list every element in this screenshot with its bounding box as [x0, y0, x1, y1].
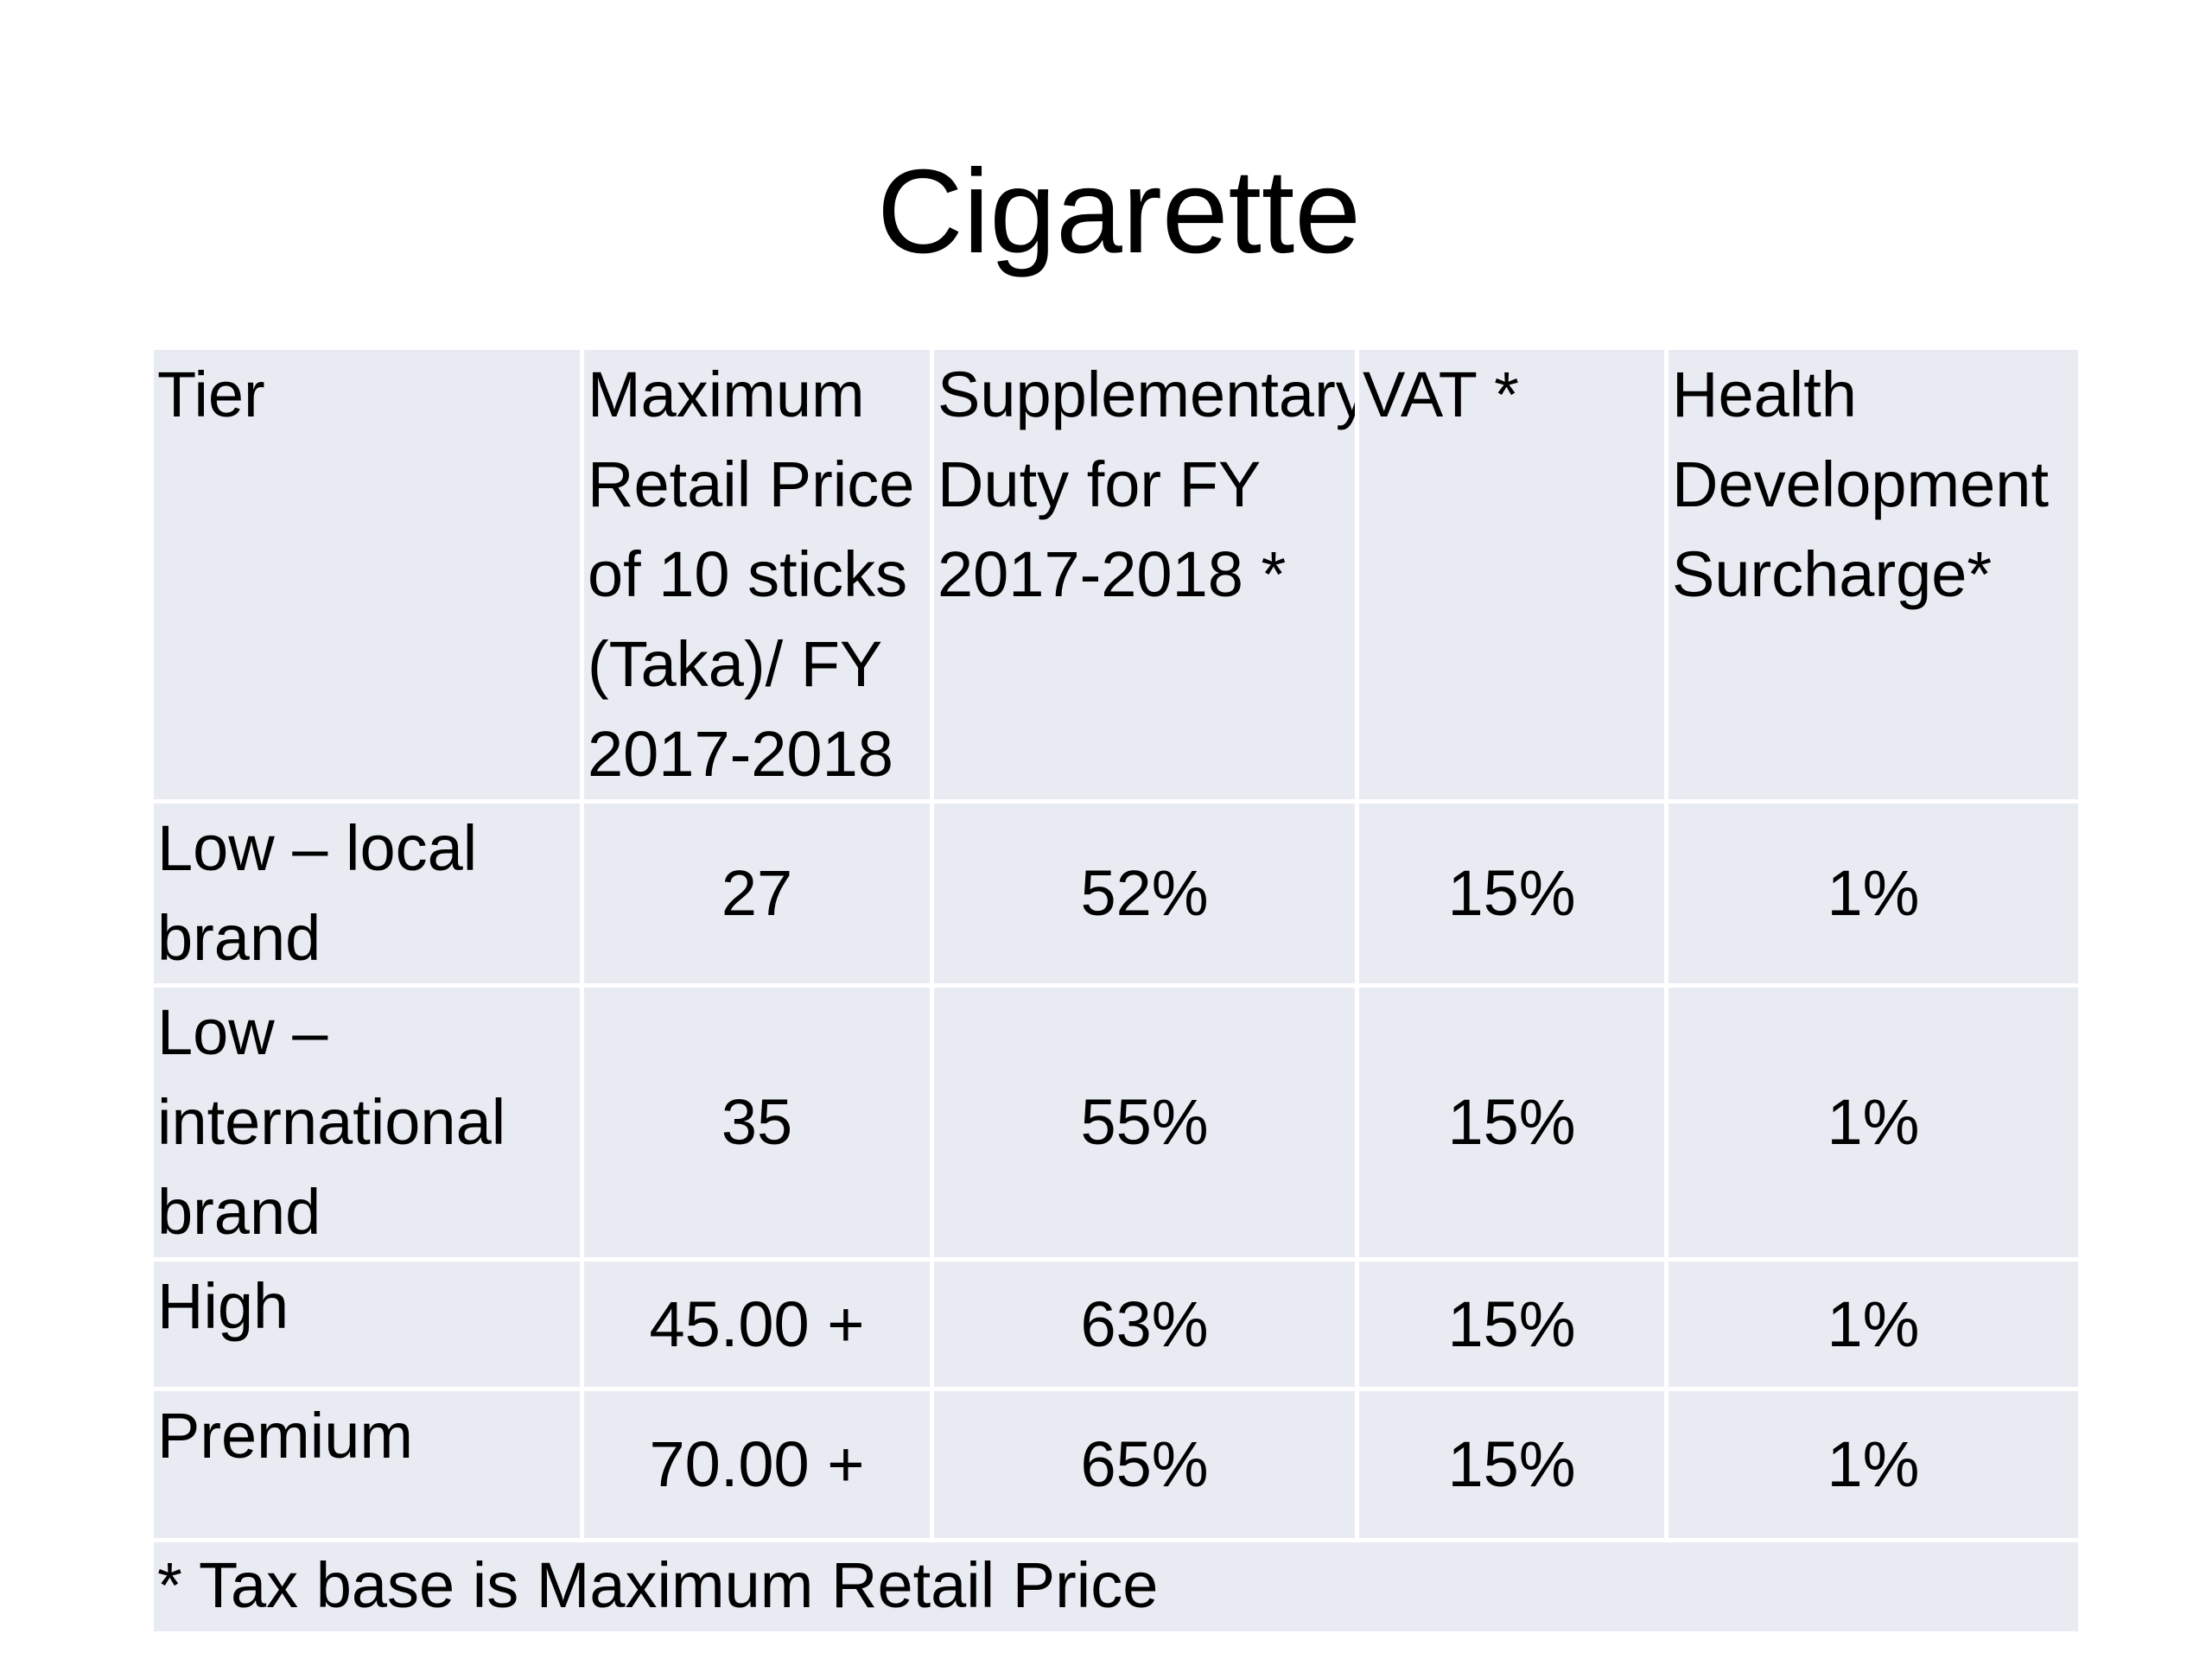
table-row: Low – international brand 35 55% 15% 1%	[149, 983, 2082, 1262]
table-row: High 45.00 + 63% 15% 1%	[149, 1257, 2082, 1391]
tier-cell: High	[149, 1257, 584, 1391]
health-surcharge-cell: 1%	[1664, 1387, 2082, 1542]
vat-cell: 15%	[1355, 799, 1669, 988]
health-surcharge-cell: 1%	[1664, 983, 2082, 1262]
tier-cell: Premium	[149, 1387, 584, 1542]
max-retail-price-cell: 35	[580, 983, 934, 1262]
header-tier: Tier	[149, 346, 584, 804]
max-retail-price-cell: 70.00 +	[580, 1387, 934, 1542]
table-row: Low – local brand 27 52% 15% 1%	[149, 799, 2082, 988]
vat-cell: 15%	[1355, 983, 1669, 1262]
tier-cell: Low – local brand	[149, 799, 584, 988]
supplementary-duty-cell: 63%	[930, 1257, 1359, 1391]
header-health-development-surcharge: Health Development Surcharge*	[1664, 346, 2082, 804]
vat-cell: 15%	[1355, 1257, 1669, 1391]
max-retail-price-cell: 27	[580, 799, 934, 988]
supplementary-duty-cell: 52%	[930, 799, 1359, 988]
header-max-retail-price: Maximum Retail Price of 10 sticks (Taka)…	[580, 346, 934, 804]
header-supplementary-duty: Supplementary Duty for FY 2017-2018 *	[930, 346, 1359, 804]
table-header-row: Tier Maximum Retail Price of 10 sticks (…	[149, 346, 2082, 804]
table-row: Premium 70.00 + 65% 15% 1%	[149, 1387, 2082, 1542]
footnote-row: * Tax base is Maximum Retail Price	[149, 1538, 2082, 1636]
supplementary-duty-cell: 55%	[930, 983, 1359, 1262]
tax-rates-table: Tier Maximum Retail Price of 10 sticks (…	[149, 346, 2082, 1636]
table-footnote: * Tax base is Maximum Retail Price	[149, 1538, 2082, 1636]
slide-title: Cigarette	[877, 145, 1361, 278]
health-surcharge-cell: 1%	[1664, 1257, 2082, 1391]
header-vat: VAT *	[1355, 346, 1669, 804]
tier-cell: Low – international brand	[149, 983, 584, 1262]
health-surcharge-cell: 1%	[1664, 799, 2082, 988]
vat-cell: 15%	[1355, 1387, 1669, 1542]
supplementary-duty-cell: 65%	[930, 1387, 1359, 1542]
max-retail-price-cell: 45.00 +	[580, 1257, 934, 1391]
